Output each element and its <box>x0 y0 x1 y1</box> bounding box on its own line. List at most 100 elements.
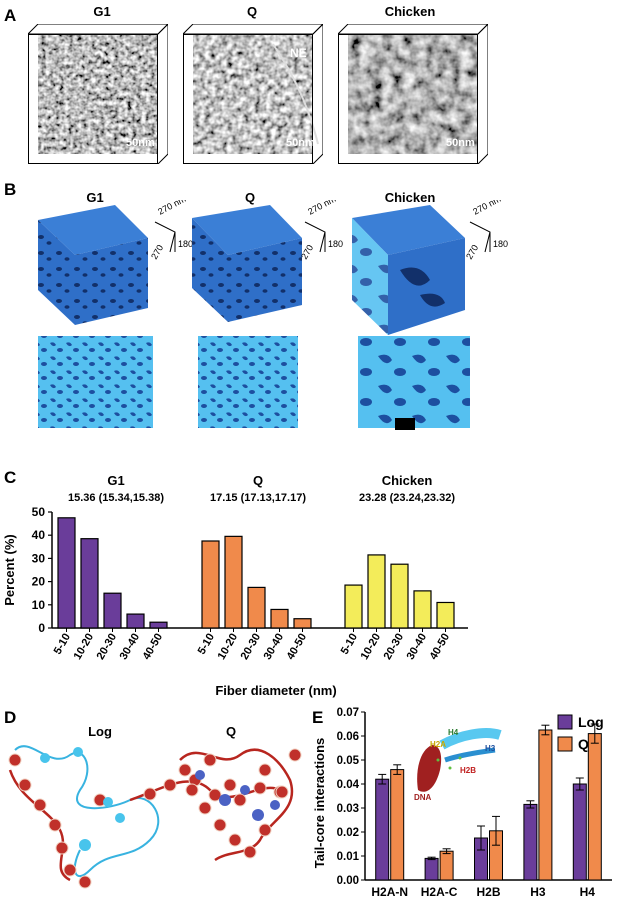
surface-slice-g1 <box>38 336 153 428</box>
group-title-g1: G1 <box>107 473 124 488</box>
x-tick-label-e: H2A-C <box>421 885 458 898</box>
dim-label-q-180: 180 <box>328 239 343 249</box>
bar-q-H2A-N <box>390 769 405 881</box>
x-tick-label-c: 10-20 <box>216 632 240 662</box>
bar-log-H3 <box>523 803 538 881</box>
bar-g1-30-40 <box>126 613 145 629</box>
em-noise-chicken <box>338 24 488 164</box>
y-tick-label-c: 30 <box>32 551 46 565</box>
dim-label-g1-180: 180 <box>178 239 193 249</box>
group-title-q: Q <box>253 473 263 488</box>
bar-q-H4 <box>587 733 602 881</box>
dims-chicken <box>469 221 491 253</box>
group-stats-g1: 15.36 (15.34,15.38) <box>68 492 164 504</box>
x-tick-label-c: 30-40 <box>118 632 142 662</box>
y-tick-label-e: 0.05 <box>337 755 360 767</box>
surface-slice-chicken <box>358 336 470 428</box>
dim-label-chicken-270: 270 <box>464 243 480 261</box>
y-tick-label-e: 0.07 <box>337 707 359 719</box>
y-axis-label-c: Percent (%) <box>2 534 17 606</box>
inset-label-h4: H4 <box>448 728 459 737</box>
dim-label-chicken-270nm: 270 nm <box>471 200 502 217</box>
y-tick-label-c: 20 <box>32 575 46 589</box>
panel-d-letter: D <box>4 708 17 727</box>
x-tick-label-c: 5-10 <box>339 632 360 657</box>
panel-b-letter: B <box>4 180 17 199</box>
x-tick-label-e: H2A-N <box>371 885 408 898</box>
group-stats-q: 17.15 (17.13,17.17) <box>210 492 306 504</box>
em-image-chicken <box>338 24 488 164</box>
x-tick-label-c: 20-30 <box>95 632 119 662</box>
surface-slice-q <box>198 336 298 428</box>
y-tick-label-c: 40 <box>32 528 46 542</box>
inset-label-h3: H3 <box>485 744 496 753</box>
panel-a-title-g1: G1 <box>93 4 111 19</box>
inset-label-h2a: H2A <box>430 740 446 749</box>
bar-g1-40-50 <box>149 621 168 629</box>
bar-g1-5-10 <box>57 517 76 629</box>
x-tick-label-c: 5-10 <box>196 632 217 657</box>
x-tick-label-c: 40-50 <box>285 632 309 662</box>
surface-cube-chicken <box>352 205 465 335</box>
bar-log-H4 <box>572 783 587 881</box>
x-tick-label-e: H4 <box>580 885 596 898</box>
bar-q-5-10 <box>201 540 220 629</box>
y-tick-label-e: 0.03 <box>337 803 359 815</box>
x-tick-label-e: H2B <box>476 885 500 898</box>
panel-b-title-g1: G1 <box>86 190 104 205</box>
x-tick-label-c: 20-30 <box>382 632 406 662</box>
panel-a-letter: A <box>4 6 17 25</box>
bar-chicken-10-20 <box>367 554 386 629</box>
nucleosome-inset: H4 H2A H3 H2B DNA <box>414 728 502 802</box>
bar-g1-10-20 <box>80 538 99 629</box>
y-tick-label-c: 10 <box>32 598 46 612</box>
bar-chicken-20-30 <box>390 563 409 629</box>
panel-e-letter: E <box>312 708 324 727</box>
x-tick-label-c: 30-40 <box>405 632 429 662</box>
bar-chicken-40-50 <box>436 601 455 629</box>
bar-log-H2A-N <box>375 778 390 881</box>
dim-label-q-270nm: 270 nm <box>306 200 337 217</box>
bar-g1-20-30 <box>103 592 122 629</box>
scale-bar-chicken: 50nm <box>446 137 475 149</box>
x-tick-label-c: 10-20 <box>359 632 383 662</box>
dim-label-chicken-180: 180 <box>493 239 508 249</box>
panel-c-letter: C <box>4 468 17 487</box>
dims-g1 <box>154 221 176 253</box>
panel-b-title-q: Q <box>244 190 256 205</box>
bar-q-H3 <box>538 729 553 881</box>
group-title-chicken: Chicken <box>382 473 433 488</box>
em-image-g1 <box>28 24 168 164</box>
panel-a-title-q: Q <box>246 4 258 19</box>
y-tick-label-e: 0.06 <box>337 731 359 743</box>
bar-q-40-50 <box>293 618 312 629</box>
bar-q-H2A-C <box>439 850 454 881</box>
panel-d-title-log: Log <box>88 724 112 739</box>
y-axis-label-e: Tail-core interactions <box>312 738 327 869</box>
y-tick-label-c: 50 <box>32 505 46 519</box>
bar-q-10-20 <box>224 535 243 629</box>
bar-q-20-30 <box>247 586 266 629</box>
panel-d-title-q: Q <box>225 724 237 739</box>
surface-cube-g1 <box>38 205 148 325</box>
x-axis-label-c: Fiber diameter (nm) <box>215 683 336 698</box>
scale-bar-g1: 50nm <box>126 137 155 149</box>
x-tick-label-c: 40-50 <box>141 632 165 662</box>
x-tick-label-c: 40-50 <box>428 632 452 662</box>
x-tick-label-e: H3 <box>530 885 546 898</box>
bar-log-H2A-C <box>424 857 439 881</box>
y-tick-label-e: 0.00 <box>337 875 359 887</box>
inset-label-h2b: H2B <box>460 766 476 775</box>
em-noise-g1 <box>28 24 168 164</box>
panel-a-title-chicken: Chicken <box>384 4 436 19</box>
histogram-chart: G1 15.36 (15.34,15.38) Q 17.15 (17.13,17… <box>2 473 468 698</box>
legend-label-log: Log <box>578 714 604 730</box>
nuclear-envelope-label: NE <box>290 46 307 60</box>
tail-core-chart: Tail-core interactions H4 H2A H3 H2B DNA… <box>312 707 612 898</box>
fiber-model-log <box>8 745 287 889</box>
bar-q-30-40 <box>270 608 289 629</box>
y-tick-label-e: 0.04 <box>337 779 360 791</box>
x-tick-label-c: 20-30 <box>239 632 263 662</box>
surface-cube-q <box>192 205 302 322</box>
bar-chicken-30-40 <box>413 590 432 629</box>
